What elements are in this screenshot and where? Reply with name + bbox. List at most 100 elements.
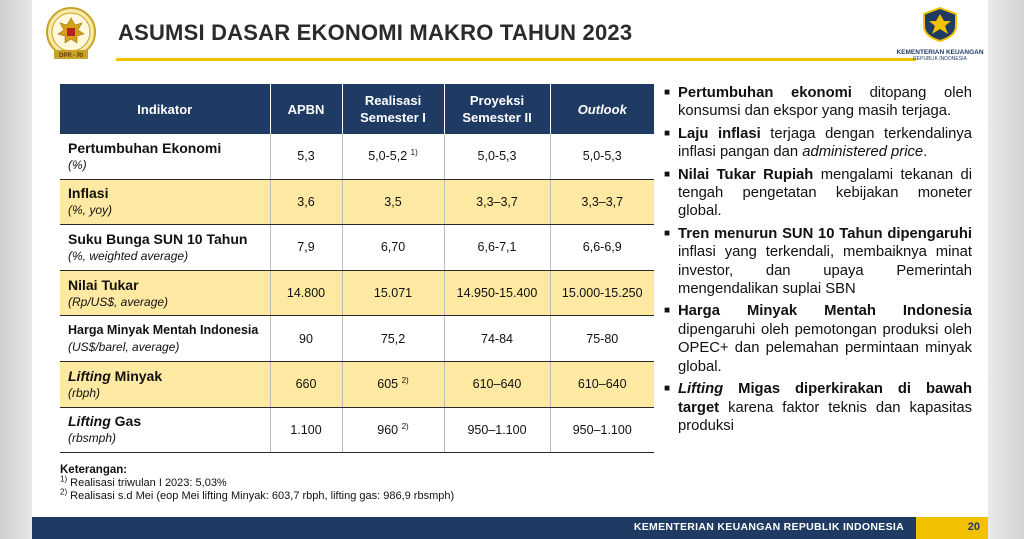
bullet-italic: administered price (802, 144, 924, 161)
bullet-text: karena faktor teknis dan kapasitas produ… (678, 399, 972, 434)
col-header-proyeksi: Proyeksi Semester II (444, 84, 551, 134)
table-notes: Keterangan: 1) Realisasi triwulan I 2023… (60, 464, 454, 503)
outlook-value: 5,0-5,3 (550, 134, 654, 180)
indicator-name: Lifting Minyak (68, 368, 270, 385)
indicator-name: Inflasi (68, 185, 109, 202)
bullet-square-icon: ■ (664, 168, 671, 180)
kemenkeu-logo-line1: KEMENTERIAN KEUANGAN (896, 49, 984, 56)
indicator-name-rest: Minyak (110, 367, 163, 384)
footnote-ref: 2) (401, 376, 409, 386)
indicator-unit: (US$/barel, average) (68, 340, 180, 355)
list-item: ■ Tren menurun SUN 10 Tahun dipengaruhi i… (664, 225, 972, 299)
bullet-bold: Nilai Tukar Rupiah (678, 166, 814, 183)
realisasi-value: 3,5 (342, 179, 445, 226)
bullet-square-icon: ■ (664, 127, 671, 139)
apbn-value: 3,6 (270, 179, 343, 226)
bullet-square-icon: ■ (664, 227, 671, 239)
indicator-unit: (rbph) (68, 385, 101, 400)
bullet-bold: Laju inflasi (678, 125, 761, 142)
page-title: ASUMSI DASAR EKONOMI MAKRO TAHUN 2023 (118, 20, 633, 45)
realisasi-value: 15.071 (342, 270, 445, 317)
col-header-realisasi: Realisasi Semester I (342, 84, 445, 134)
bullet-square-icon: ■ (664, 87, 671, 98)
right-gutter (988, 0, 1024, 539)
outlook-value: 610–640 (550, 361, 654, 408)
commentary-list: ■ Pertumbuhan ekonomi ditopang oleh konsu… (664, 84, 972, 439)
indicator-unit: (%, yoy) (68, 203, 113, 218)
indicator-cell: Inflasi (%, yoy) (60, 179, 271, 226)
indicator-name-italic: Lifting (68, 367, 111, 384)
footer-page-box (916, 517, 988, 539)
note-2-mark: 2) (60, 487, 68, 497)
table-header-row: Indikator APBN Realisasi Semester I Proy… (60, 84, 654, 134)
note-2: 2) Realisasi s.d Mei (eop Mei lifting Mi… (60, 487, 455, 503)
outlook-value: 950–1.100 (550, 407, 654, 454)
proyeksi-value: 5,0-5,3 (444, 134, 551, 180)
indicator-cell: Pertumbuhan Ekonomi (%) (60, 134, 271, 180)
list-item: ■ Laju inflasi terjaga dengan terkendalin… (664, 125, 972, 162)
list-item: ■ Harga Minyak Mentah Indonesia dipengaru… (664, 302, 972, 376)
bullet-bold: Pertumbuhan ekonomi (678, 85, 852, 101)
note-1: 1) Realisasi triwulan I 2023: 5,03% (60, 474, 454, 490)
bullet-text: mengalami tekanan di tengah pengetatan k… (678, 166, 972, 220)
bullet-text: ditopang oleh konsumsi dan ekspor yang m… (678, 85, 972, 120)
footer-bar (32, 517, 916, 539)
indicator-name-rest: Gas (110, 413, 142, 430)
realisasi-value: 75,2 (342, 315, 445, 362)
bullet-text: inflasi yang terkendali, membaiknya mina… (678, 244, 972, 298)
realisasi-cell: 960 2) (342, 407, 445, 454)
note-1-mark: 1) (60, 474, 68, 484)
proyeksi-value: 950–1.100 (444, 407, 551, 454)
indicator-cell: Suku Bunga SUN 10 Tahun (%, weighted ave… (60, 224, 271, 271)
outlook-value: 6,6-6,9 (550, 224, 654, 271)
bullet-text: terjaga dengan terkendalinya inflasi pan… (678, 125, 973, 161)
dpr-ri-logo-icon: DPR - RI (42, 6, 100, 62)
apbn-value: 90 (270, 315, 343, 362)
dpr-logo-text: DPR - RI (59, 53, 83, 59)
table-row: Pertumbuhan Ekonomi (%) 5,3 5,0-5,2 1) 5… (60, 134, 654, 180)
table-row: Nilai Tukar (Rp/US$, average) 14.800 15.… (60, 270, 654, 317)
bullet-bold: Tren menurun SUN 10 Tahun dipengaruhi (678, 225, 972, 242)
table-row: Lifting Gas (rbsmph) 1.100 960 2) 950–1.… (60, 407, 654, 454)
kemenkeu-logo: KEMENTERIAN KEUANGAN REPUBLIK INDONESIA (892, 6, 988, 66)
col-header-indikator: Indikator (60, 84, 271, 134)
bullet-bold: Migas diperkirakan di bawah target (678, 381, 972, 416)
title-underline (116, 58, 916, 61)
macro-assumptions-table: Indikator APBN Realisasi Semester I Proy… (60, 84, 654, 454)
table-row: Inflasi (%, yoy) 3,6 3,5 3,3–3,7 3,3–3,7 (60, 179, 654, 226)
realisasi-cell: 605 2) (342, 361, 445, 408)
bullet-square-icon: ■ (664, 383, 671, 395)
note-1-text: Realisasi triwulan I 2023: 5,03% (67, 477, 227, 489)
indicator-name: Pertumbuhan Ekonomi (68, 139, 222, 156)
indicator-cell: Lifting Minyak (rbph) (60, 361, 271, 408)
proyeksi-value: 3,3–3,7 (444, 179, 551, 226)
indicator-unit: (%) (68, 157, 87, 172)
indicator-cell: Lifting Gas (rbsmph) (60, 407, 271, 454)
apbn-value: 660 (270, 361, 343, 408)
table-row: Harga Minyak Mentah Indonesia (US$/barel… (60, 315, 654, 362)
col-header-apbn: APBN (270, 84, 343, 134)
note-2-text: Realisasi s.d Mei (eop Mei lifting Minya… (67, 490, 455, 502)
col-header-outlook: Outlook (550, 84, 654, 134)
indicator-name: Harga Minyak Mentah Indonesia (68, 323, 259, 338)
slide: DPR - RI ASUMSI DASAR EKONOMI MAKRO TAHU… (32, 0, 988, 539)
outlook-value: 75-80 (550, 315, 654, 362)
indicator-unit: (Rp/US$, average) (68, 294, 169, 309)
indicator-name: Lifting Gas (68, 413, 270, 430)
apbn-value: 1.100 (270, 407, 343, 454)
list-item: ■ Pertumbuhan ekonomi ditopang oleh konsu… (664, 84, 972, 121)
bullet-square-icon: ■ (664, 305, 671, 317)
proyeksi-value: 74-84 (444, 315, 551, 362)
outlook-value: 15.000-15.250 (550, 270, 654, 317)
footnote-ref: 1) (410, 148, 418, 158)
realisasi-cell: 5,0-5,2 1) (342, 134, 445, 180)
bullet-bold: Harga Minyak Mentah Indonesia (678, 303, 972, 320)
indicator-cell: Harga Minyak Mentah Indonesia (US$/barel… (60, 315, 271, 362)
proyeksi-value: 6,6-7,1 (444, 224, 551, 271)
indicator-name-italic: Lifting (68, 413, 111, 430)
list-item: ■ Lifting Migas diperkirakan di bawah tar… (664, 380, 972, 435)
kemenkeu-emblem-icon (923, 6, 957, 43)
indicator-cell: Nilai Tukar (Rp/US$, average) (60, 270, 271, 317)
apbn-value: 5,3 (270, 134, 343, 180)
outlook-value: 3,3–3,7 (550, 179, 654, 226)
